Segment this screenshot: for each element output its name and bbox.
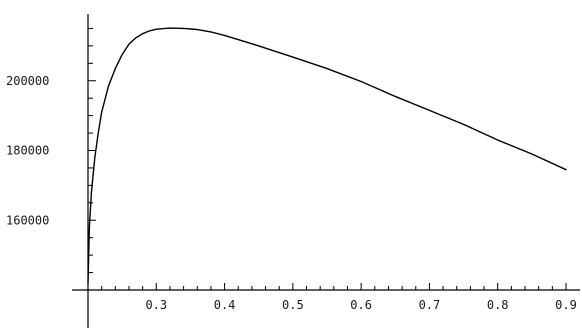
x-tick-label: 0.8 [487, 298, 509, 312]
y-tick-label: 180000 [6, 144, 49, 158]
x-tick-label: 0.7 [419, 298, 441, 312]
y-tick-label: 200000 [6, 74, 49, 88]
series-line [87, 27, 567, 284]
x-tick-label: 0.5 [282, 298, 304, 312]
axis-ticks [88, 27, 567, 290]
tick-labels: 0.3 0.4 0.5 0.6 0.7 0.8 0.9 160000 180000 200000 [6, 74, 577, 312]
x-tick-label: 0.4 [214, 298, 236, 312]
x-tick-label: 0.3 [145, 298, 167, 312]
axes [72, 14, 580, 328]
x-tick-label: 0.6 [350, 298, 372, 312]
y-tick-label: 160000 [6, 213, 49, 227]
x-tick-label: 0.9 [555, 298, 577, 312]
series-layer [87, 27, 567, 284]
